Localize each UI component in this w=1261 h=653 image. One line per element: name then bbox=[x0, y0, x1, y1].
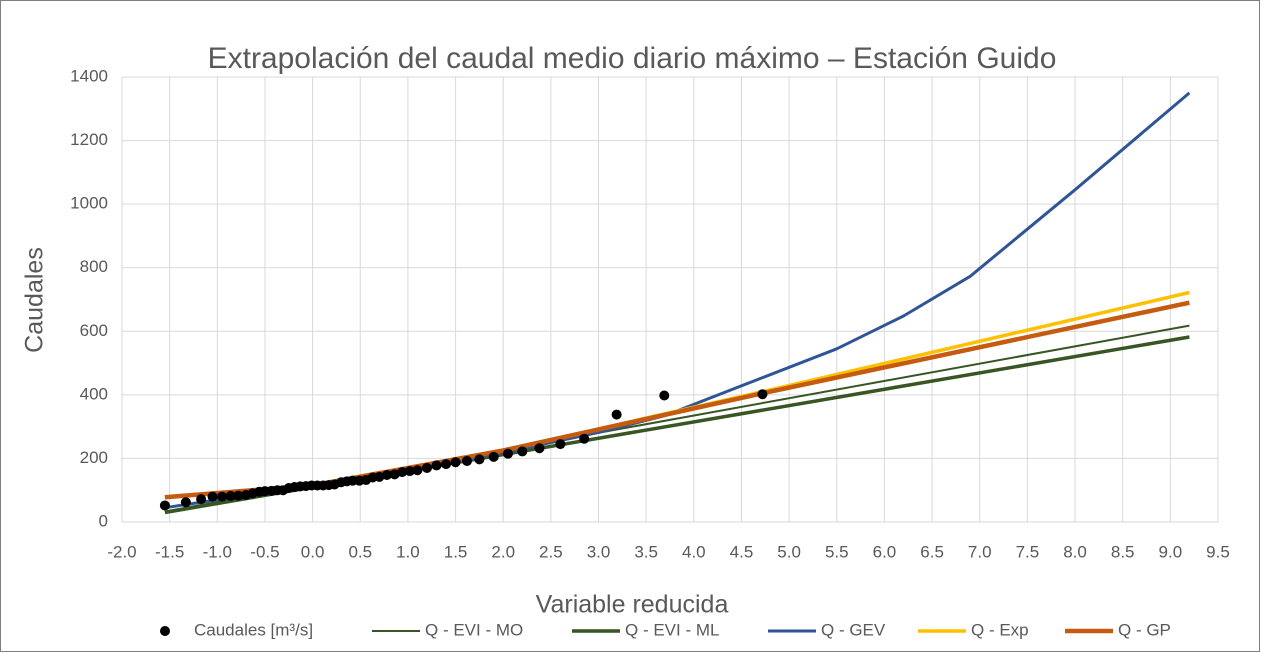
data-point bbox=[555, 439, 566, 450]
data-point bbox=[474, 454, 485, 465]
y-tick-label: 0 bbox=[99, 511, 108, 530]
y-tick-label: 400 bbox=[80, 384, 108, 403]
x-tick-label: 0.0 bbox=[301, 542, 325, 561]
y-tick-label: 1400 bbox=[70, 66, 108, 85]
data-point bbox=[225, 490, 236, 501]
x-tick-label: -1.0 bbox=[203, 542, 232, 561]
legend-marker bbox=[160, 626, 170, 636]
x-axis-title: Variable reducida bbox=[536, 591, 729, 619]
x-tick-label: 1.0 bbox=[396, 542, 420, 561]
data-point bbox=[381, 469, 392, 480]
data-point bbox=[404, 466, 415, 477]
x-tick-label: -0.5 bbox=[250, 542, 279, 561]
data-point bbox=[441, 459, 452, 470]
x-tick-label: -1.5 bbox=[155, 542, 184, 561]
data-point bbox=[517, 446, 528, 457]
data-point bbox=[611, 409, 622, 420]
data-point bbox=[217, 491, 228, 502]
x-tick-label: 6.0 bbox=[873, 542, 897, 561]
x-tick-label: 8.5 bbox=[1111, 542, 1135, 561]
data-point bbox=[397, 467, 408, 478]
x-tick-label: 1.5 bbox=[444, 542, 468, 561]
y-tick-label: 800 bbox=[80, 257, 108, 276]
data-point bbox=[488, 451, 499, 462]
x-tick-label: 5.5 bbox=[825, 542, 849, 561]
data-point bbox=[502, 448, 513, 459]
data-point bbox=[462, 455, 473, 466]
y-tick-label: 600 bbox=[80, 321, 108, 340]
x-tick-label: 2.0 bbox=[491, 542, 515, 561]
x-tick-label: 7.0 bbox=[968, 542, 992, 561]
chart-title: Extrapolación del caudal medio diario má… bbox=[208, 42, 1057, 75]
legend-label: Q - GP bbox=[1118, 620, 1171, 639]
x-tick-label: 4.0 bbox=[682, 542, 706, 561]
legend-label: Q - EVI - MO bbox=[425, 620, 523, 639]
x-tick-label: 3.5 bbox=[634, 542, 658, 561]
data-point bbox=[207, 491, 218, 502]
data-point bbox=[421, 462, 432, 473]
data-point bbox=[579, 433, 590, 444]
x-tick-label: -2.0 bbox=[107, 542, 136, 561]
data-point bbox=[374, 471, 385, 482]
x-tick-label: 9.0 bbox=[1159, 542, 1183, 561]
x-tick-label: 2.5 bbox=[539, 542, 563, 561]
data-point bbox=[233, 490, 244, 501]
data-point bbox=[534, 443, 545, 454]
x-tick-label: 7.5 bbox=[1016, 542, 1040, 561]
data-point bbox=[450, 457, 461, 468]
data-point bbox=[389, 469, 400, 480]
y-tick-label: 200 bbox=[80, 448, 108, 467]
legend-label: Q - EVI - ML bbox=[625, 620, 719, 639]
x-tick-label: 9.5 bbox=[1206, 542, 1230, 561]
data-point bbox=[159, 500, 170, 511]
x-tick-label: 6.5 bbox=[920, 542, 944, 561]
x-tick-label: 8.0 bbox=[1063, 542, 1087, 561]
x-tick-label: 3.0 bbox=[587, 542, 611, 561]
data-point bbox=[196, 494, 207, 505]
data-point bbox=[180, 497, 191, 508]
x-tick-label: 4.5 bbox=[730, 542, 754, 561]
legend-label: Q - GEV bbox=[821, 620, 886, 639]
data-point bbox=[431, 460, 442, 471]
data-point bbox=[757, 389, 768, 400]
x-tick-label: 5.0 bbox=[777, 542, 801, 561]
legend-label: Q - Exp bbox=[971, 620, 1029, 639]
legend-label: Caudales [m³/s] bbox=[194, 620, 313, 639]
y-tick-label: 1200 bbox=[70, 130, 108, 149]
x-tick-label: 0.5 bbox=[348, 542, 372, 561]
y-axis-title: Caudales bbox=[21, 247, 49, 353]
data-point bbox=[659, 390, 670, 401]
y-tick-label: 1000 bbox=[70, 194, 108, 213]
data-point bbox=[412, 465, 423, 476]
